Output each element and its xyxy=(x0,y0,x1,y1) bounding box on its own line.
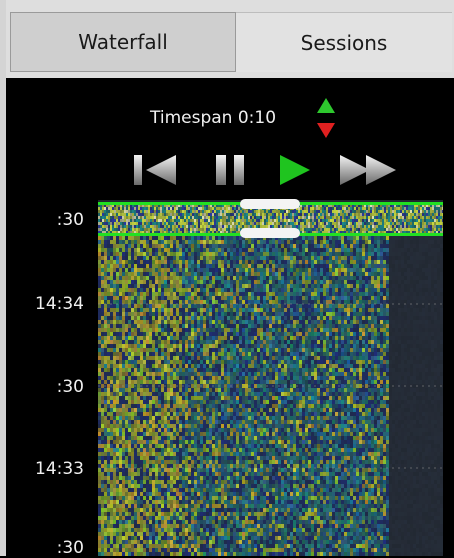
timespan-label: Timespan 0:10 xyxy=(150,108,276,128)
tab-bar: Waterfall Sessions xyxy=(6,0,454,78)
timespan-handle-top[interactable] xyxy=(240,199,300,209)
time-axis-label: 14:33 xyxy=(35,459,84,479)
tab-sessions-label: Sessions xyxy=(301,31,388,55)
time-axis-label: :30 xyxy=(57,377,84,397)
timespan-decrease-icon[interactable] xyxy=(317,123,335,138)
tab-waterfall-label: Waterfall xyxy=(78,30,168,54)
timespan-handle-bottom[interactable] xyxy=(240,228,300,238)
time-axis-label: :30 xyxy=(57,210,84,230)
waterfall-noise xyxy=(98,236,443,556)
pause-icon[interactable] xyxy=(212,150,252,190)
playback-controls xyxy=(130,150,410,190)
time-axis-label: :30 xyxy=(57,538,84,558)
waterfall-display[interactable] xyxy=(98,200,443,556)
tab-waterfall[interactable]: Waterfall xyxy=(10,12,236,72)
timespan-stepper[interactable] xyxy=(316,96,336,142)
play-icon[interactable] xyxy=(276,150,316,190)
tab-sessions[interactable]: Sessions xyxy=(236,12,452,72)
fast-forward-icon[interactable] xyxy=(336,150,400,190)
waterfall-spectrogram xyxy=(98,200,443,556)
time-axis-label: 14:34 xyxy=(35,294,84,314)
skip-to-start-icon[interactable] xyxy=(130,150,180,190)
timespan-increase-icon[interactable] xyxy=(317,98,335,113)
